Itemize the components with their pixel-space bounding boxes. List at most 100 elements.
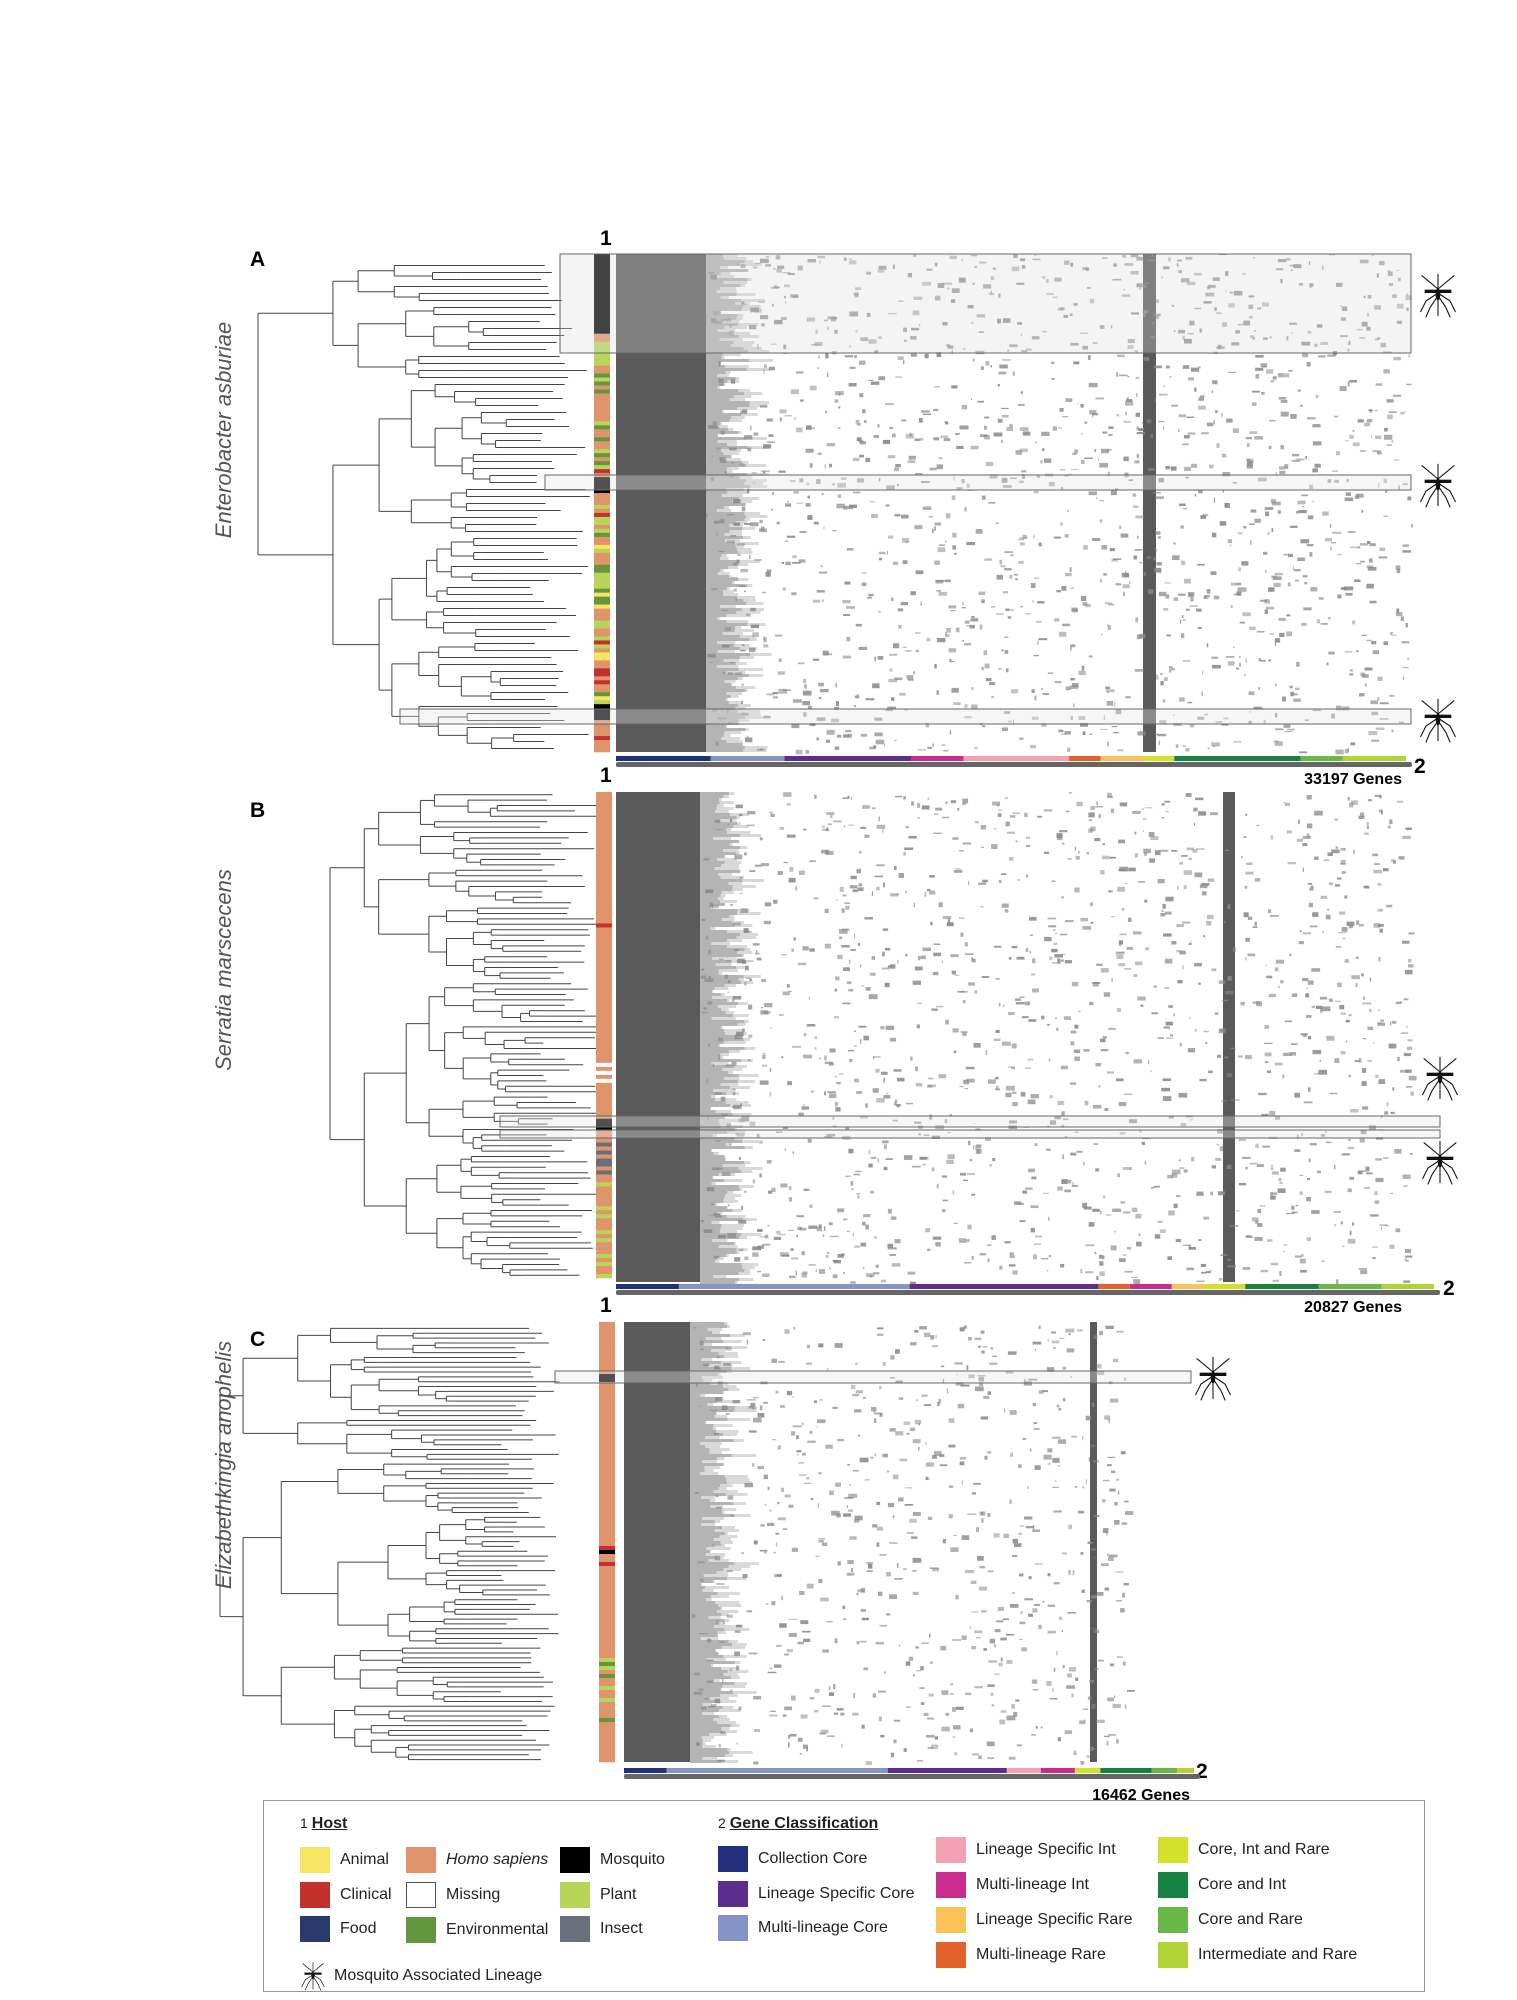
gene-presence-mark (917, 749, 927, 751)
accessory-gradient (726, 1481, 752, 1484)
gene-presence-mark (1157, 1220, 1163, 1223)
accessory-gradient (690, 1547, 707, 1550)
gene-presence-mark (1168, 666, 1173, 669)
gene-presence-mark (931, 1135, 941, 1140)
accessory-gradient (718, 425, 728, 428)
gene-presence-mark (929, 890, 936, 895)
gene-presence-mark (1118, 839, 1126, 844)
gene-presence-mark (1117, 354, 1125, 358)
accessory-gradient (742, 1266, 755, 1269)
host-cell (596, 867, 612, 872)
gene-presence-mark (1305, 455, 1307, 460)
host-cell (594, 273, 610, 279)
gene-presence-mark (1366, 583, 1374, 589)
gene-presence-mark (1015, 998, 1022, 1001)
gene-presence-mark (1121, 908, 1125, 911)
gene-presence-mark (1271, 528, 1274, 533)
gene-presence-mark (1269, 419, 1276, 422)
gene-presence-mark (1136, 634, 1142, 640)
gene-presence-mark (1225, 271, 1229, 277)
accessory-gradient (729, 575, 732, 578)
gene-presence-mark (759, 405, 768, 408)
gene-presence-mark (1084, 1100, 1089, 1106)
gene-presence-mark (830, 1235, 839, 1238)
accessory-gradient (706, 347, 744, 350)
host-cell (596, 895, 612, 900)
accessory-gradient (690, 1397, 719, 1400)
gene-presence-mark (1142, 310, 1148, 314)
gene-presence-mark (1048, 1058, 1051, 1062)
accessory-gradient (705, 1445, 721, 1448)
gene-presence-mark (1337, 553, 1342, 556)
gene-presence-mark (790, 389, 800, 395)
gene-presence-mark (839, 1073, 844, 1075)
accessory-gradient (739, 1188, 743, 1191)
gene-presence-mark (836, 899, 838, 901)
gene-presence-mark (1376, 1022, 1382, 1025)
core-genome-block (624, 1322, 690, 1762)
gene-presence-mark (1000, 565, 1006, 568)
gene-presence-mark (1197, 716, 1205, 720)
gene-presence-mark (824, 1055, 827, 1061)
gene-presence-mark (803, 712, 807, 717)
gene-presence-mark (942, 916, 952, 920)
gene-presence-mark (951, 495, 956, 500)
accessory-gradient (729, 419, 742, 422)
accessory-gradient (706, 590, 724, 593)
accessory-gradient (717, 804, 724, 807)
gene-presence-mark (1061, 896, 1064, 899)
gene-presence-mark (1187, 1048, 1196, 1053)
gene-presence-mark (1146, 556, 1152, 559)
gene-presence-mark (1006, 427, 1013, 432)
gene-presence-mark (1408, 932, 1415, 935)
gene-presence-mark (1112, 278, 1122, 281)
gene-presence-mark (893, 643, 900, 649)
gene-presence-mark (1369, 977, 1372, 982)
gene-presence-mark (1352, 620, 1356, 625)
gene-presence-mark (1255, 1220, 1259, 1224)
gene-presence-mark (961, 404, 968, 410)
gene-presence-mark (1118, 374, 1128, 377)
gene-presence-mark (1238, 1055, 1243, 1058)
host-cell (594, 744, 610, 749)
gene-presence-mark (1264, 507, 1274, 510)
gene-presence-mark (942, 1199, 948, 1202)
gene-presence-mark (1207, 747, 1210, 750)
gene-presence-mark (911, 1165, 921, 1168)
gene-presence-mark (1345, 592, 1353, 596)
accessory-gradient (706, 383, 724, 386)
gene-presence-mark (1218, 980, 1226, 984)
gene-presence-mark (1073, 1049, 1081, 1054)
gene-presence-mark (849, 345, 851, 348)
host-cell (596, 919, 612, 924)
gene-presence-mark (862, 805, 871, 809)
gene-presence-mark (1220, 1254, 1228, 1256)
gene-presence-mark (1359, 543, 1369, 546)
gene-presence-mark (1147, 1059, 1150, 1065)
accessory-gradient (712, 1176, 714, 1179)
accessory-gradient (739, 1278, 754, 1281)
gene-presence-mark (914, 1121, 922, 1124)
accessory-gradient (706, 353, 723, 356)
gene-presence-mark (1408, 959, 1412, 963)
gene-presence-mark (834, 746, 840, 750)
accessory-gradient (706, 545, 736, 548)
gene-presence-mark (1185, 1115, 1193, 1118)
gene-presence-mark (701, 968, 705, 971)
gene-presence-mark (1279, 1271, 1282, 1276)
gene-presence-mark (901, 419, 907, 422)
gene-presence-mark (1061, 1124, 1065, 1128)
gene-presence-mark (1306, 361, 1311, 367)
gene-presence-mark (1213, 497, 1215, 503)
gene-presence-mark (1233, 741, 1242, 743)
gene-presence-mark (911, 801, 914, 806)
gene-presence-mark (748, 960, 754, 962)
gene-presence-mark (733, 562, 738, 566)
gene-presence-mark (961, 607, 966, 609)
gene-presence-mark (896, 1104, 901, 1106)
gene-presence-mark (1041, 1015, 1045, 1020)
gene-presence-mark (833, 820, 842, 823)
accessory-gradient (690, 1460, 703, 1463)
gene-presence-mark (766, 569, 772, 573)
accessory-gradient (720, 737, 740, 740)
